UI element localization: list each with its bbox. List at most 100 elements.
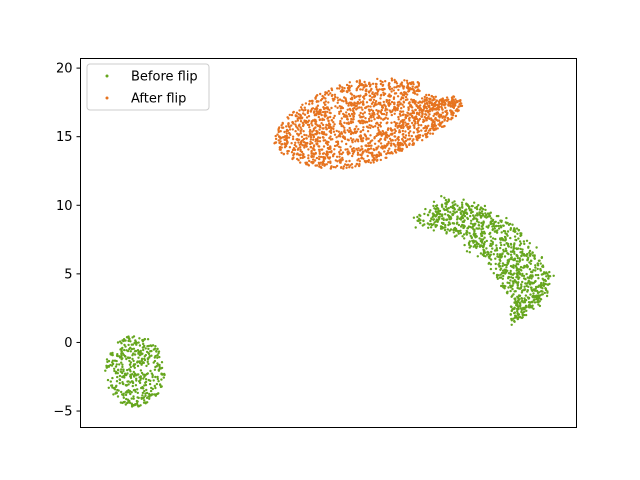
after-flip-point [368, 81, 371, 85]
after-flip-point [294, 141, 297, 144]
after-flip-point [409, 137, 412, 140]
after-flip-point [324, 100, 327, 103]
after-flip-point [284, 144, 288, 148]
before-flip-point [462, 198, 465, 201]
after-flip-point [424, 129, 428, 132]
before-flip-point [499, 246, 502, 250]
before-flip-point [533, 256, 536, 260]
after-flip-point [356, 159, 359, 162]
after-flip-point [343, 121, 346, 125]
after-flip-point [274, 137, 278, 141]
after-flip-point [310, 149, 313, 153]
after-flip-point [409, 130, 412, 133]
after-flip-point [372, 98, 376, 102]
after-flip-point [325, 127, 328, 131]
after-flip-point [280, 146, 283, 149]
after-flip-point [430, 123, 434, 126]
after-flip-point [377, 128, 380, 132]
before-flip-point [511, 276, 515, 280]
after-flip-point [299, 153, 302, 156]
after-flip-point [348, 101, 352, 104]
before-flip-point [537, 291, 541, 294]
after-flip-point [397, 88, 400, 92]
before-flip-point [480, 244, 483, 247]
before-flip-point [462, 210, 466, 214]
before-flip-point [512, 282, 515, 285]
after-flip-point [361, 108, 364, 111]
after-flip-point [342, 115, 346, 118]
after-flip-point [353, 128, 356, 131]
after-flip-point [296, 119, 299, 122]
before-flip-point [105, 365, 109, 368]
before-flip-point [452, 212, 455, 216]
before-flip-point [487, 224, 490, 227]
after-flip-point [301, 124, 305, 128]
after-flip-point [398, 129, 401, 132]
after-flip-point [396, 101, 400, 104]
before-flip-point [141, 338, 144, 342]
after-flip-point [390, 133, 394, 136]
after-flip-point [323, 93, 327, 96]
before-flip-point [479, 252, 483, 255]
before-flip-point [528, 242, 531, 245]
before-flip-point [113, 367, 116, 370]
legend-label: After flip [131, 92, 186, 107]
after-flip-point [404, 95, 408, 99]
before-flip-point [147, 395, 150, 398]
before-flip-point [473, 243, 477, 247]
after-flip-point [341, 88, 344, 91]
before-flip-point [541, 293, 544, 296]
before-flip-point [479, 206, 483, 209]
before-flip-point [536, 262, 539, 265]
before-flip-point [475, 227, 478, 230]
before-flip-point [474, 214, 477, 217]
before-flip-point [132, 370, 135, 374]
before-flip-point [137, 341, 140, 344]
after-flip-point [373, 118, 376, 121]
before-flip-point [434, 204, 438, 208]
before-flip-point [461, 205, 464, 209]
before-flip-point [140, 386, 143, 390]
after-flip-point [398, 122, 401, 125]
before-flip-point [419, 214, 422, 217]
before-flip-point [158, 366, 161, 370]
before-flip-point [489, 211, 492, 214]
before-flip-point [532, 292, 535, 295]
before-flip-point [134, 384, 138, 387]
before-flip-point [144, 347, 147, 350]
before-flip-point [538, 297, 541, 300]
before-flip-point [440, 205, 444, 208]
before-flip-point [126, 368, 129, 372]
after-flip-point [425, 133, 428, 136]
before-flip-point [111, 353, 114, 357]
after-flip-point [379, 79, 382, 83]
after-flip-point [411, 121, 414, 125]
before-flip-point [446, 201, 449, 204]
after-flip-point [349, 114, 352, 118]
before-flip-point [523, 307, 526, 311]
after-flip-point [420, 129, 423, 132]
before-flip-point [121, 375, 124, 379]
before-flip-point [546, 283, 549, 286]
after-flip-point [428, 110, 432, 113]
before-flip-point [529, 293, 532, 296]
after-flip-point [285, 130, 288, 133]
before-flip-point [139, 361, 142, 365]
before-flip-point [447, 207, 450, 210]
before-flip-point [155, 365, 158, 368]
before-flip-point [107, 386, 111, 389]
before-flip-point [440, 195, 443, 198]
after-flip-point [343, 130, 346, 133]
after-flip-point [307, 123, 311, 127]
before-flip-point [149, 350, 152, 353]
after-flip-point [422, 127, 425, 130]
before-flip-point [476, 218, 479, 221]
after-flip-point [358, 98, 361, 101]
after-flip-point [367, 105, 370, 108]
after-flip-point [297, 124, 301, 128]
after-flip-point [357, 147, 360, 150]
after-flip-point [371, 82, 375, 86]
after-flip-point [410, 98, 413, 101]
before-flip-point [154, 354, 157, 358]
after-flip-point [387, 94, 390, 98]
